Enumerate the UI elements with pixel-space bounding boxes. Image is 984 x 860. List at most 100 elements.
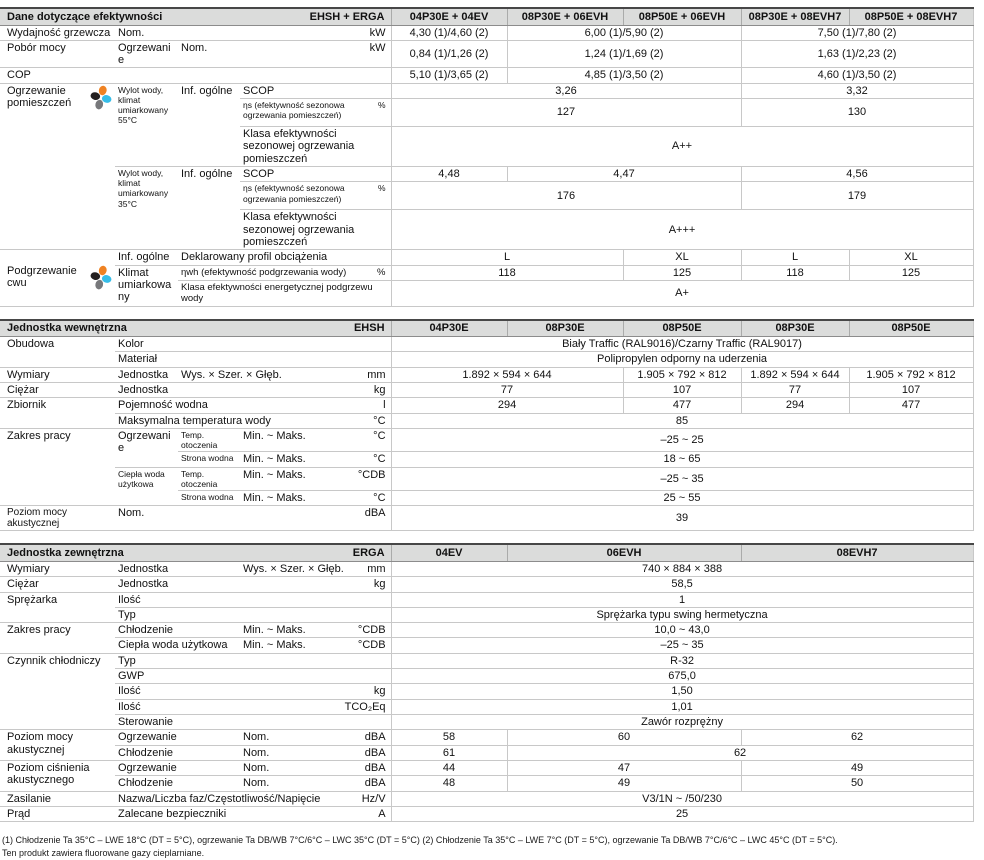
sub-label: Klimat umiarkowany	[115, 265, 178, 307]
sub-label: Nom.	[115, 25, 240, 41]
row-label: Poziom ciśnienia akustycznego	[0, 760, 115, 792]
unit-label: %	[377, 266, 386, 278]
column-header: 08EVH7	[740, 543, 974, 562]
spec-value: 740 × 884 × 388	[390, 561, 974, 578]
sub-label: Temp. otoczenia	[178, 428, 240, 453]
unit-label: dBA	[364, 777, 386, 790]
spec-label: Klasa efektywności energetycznej podgrze…	[178, 280, 391, 307]
spec-value: 49	[506, 775, 742, 792]
row-label: Wymiary	[0, 367, 115, 384]
sub-label: Sterowanie	[115, 714, 392, 731]
section-title: Dane dotyczące efektywności	[7, 10, 163, 23]
spec-value: 4,60 (1)/3,50 (2)	[740, 67, 973, 84]
spec-value: 127	[390, 98, 741, 128]
spec-label: Klasa efektywności sezonowej ogrzewania …	[240, 209, 391, 251]
spec-value: 47	[506, 760, 742, 777]
spec-label: ηwh (efektywność podgrzewania wody)%	[178, 265, 391, 281]
sub-label: Materiał	[115, 351, 392, 368]
column-header: 04P30E	[390, 318, 508, 338]
spec-label: SCOP	[240, 166, 391, 183]
spec-value: 477	[622, 397, 742, 414]
spec-value: –25 ~ 25	[390, 428, 974, 453]
row-label: Obudowa	[0, 336, 115, 368]
spec-value: 118	[740, 265, 849, 281]
spec-value: 125	[848, 265, 973, 281]
sub-label: Ogrzewanie	[115, 428, 178, 468]
spec-label: Min. ~ Maks. °C	[240, 428, 392, 453]
spec-value: R-32	[390, 653, 974, 670]
sub-label: Kolor	[115, 336, 392, 353]
spec-value: 118	[390, 265, 623, 281]
column-header: 08P50E	[848, 318, 974, 338]
sub-label: Ogrzewanie	[115, 40, 178, 69]
spec-label: Nazwa/Liczba faz/Częstotliwość/Napięcie H…	[115, 791, 392, 807]
label-text: Min. ~ Maks.	[243, 492, 306, 505]
column-header: 08P30E	[506, 318, 624, 338]
unit-label: A	[378, 807, 386, 820]
spec-value: A++	[390, 126, 973, 167]
outdoor-unit-table: Jednostka zewnętrzna ERGA 04EV 06EVH 08EVH7 W…	[0, 543, 974, 823]
spec-value: 5,10 (1)/3,65 (2)	[390, 67, 507, 84]
row-label: Ciężar	[0, 382, 115, 399]
spec-value: 25	[390, 806, 974, 823]
unit-label: kg	[373, 578, 386, 591]
sub-label: Inf. ogólne	[178, 83, 240, 168]
spec-value: 7,50 (1)/7,80 (2)	[740, 25, 973, 41]
sub-label: Ciepła woda użytkowa	[115, 637, 240, 654]
spec-label: Min. ~ Maks. °CDB	[240, 622, 392, 639]
row-label: Ogrzewanie pomieszczeń	[0, 83, 115, 251]
spec-value: 1,63 (1)/2,23 (2)	[740, 40, 973, 69]
spec-label: Ilość kg	[115, 683, 392, 700]
label-text: ηwh (efektywność podgrzewania wody)	[181, 266, 347, 278]
sub-label: Inf. ogólne	[115, 249, 178, 266]
spec-label	[115, 67, 391, 84]
sub-label: Chłodzenie	[115, 622, 240, 639]
sub-label: Chłodzenie	[115, 745, 240, 761]
label-text: ηs (efektywność sezonowa ogrzewania pomi…	[243, 100, 345, 121]
row-label: Wydajność grzewcza	[0, 25, 115, 41]
sub-label: Nom.	[178, 40, 240, 69]
label-text: Nom.	[243, 761, 270, 774]
spec-value: 58,5	[390, 576, 974, 593]
label-text: Nazwa/Liczba faz/Częstotliwość/Napięcie	[118, 792, 321, 805]
row-label: Ciężar	[0, 576, 115, 593]
spec-label: Wys. × Szer. × Głęb. mm	[178, 367, 392, 384]
sub-label: Temp. otoczenia	[178, 467, 240, 492]
column-header: 08P30E + 06EVH	[506, 7, 623, 26]
footnote-line-2: Ten produkt zawiera fluorowane gazy ciep…	[2, 848, 205, 859]
sub-label: Strona wodna	[178, 451, 240, 468]
row-label: Zakres pracy	[0, 428, 115, 507]
unit-label: °CDB	[357, 639, 386, 652]
spec-label: Nom. dBA	[240, 760, 392, 777]
spec-value: 39	[390, 505, 974, 532]
sub-label: GWP	[115, 668, 392, 685]
spec-value: Polipropylen odporny na uderzenia	[390, 351, 974, 368]
spec-value: 130	[740, 98, 973, 128]
spec-value: 1	[390, 592, 974, 608]
unit-label: %	[377, 183, 386, 194]
row-label: Poziom mocy akustycznej	[0, 729, 115, 761]
label-text: Pojemność wodna	[118, 399, 208, 412]
label-text: Min. ~ Maks.	[243, 453, 306, 466]
spec-value: 77	[390, 382, 624, 399]
spec-value: XL	[848, 249, 973, 266]
label-text: Nom.	[243, 746, 270, 759]
label-text: Min. ~ Maks.	[243, 624, 306, 637]
column-header: 08P30E + 08EVH7	[740, 7, 849, 26]
sub-label: Wylot wody, klimat umiarkowany 35°C	[115, 166, 178, 251]
column-header: 08P50E	[622, 318, 742, 338]
unit-label: °C	[373, 453, 386, 466]
label-text: Nom.	[243, 731, 270, 744]
label-text: Ilość	[118, 700, 141, 713]
spec-value: 179	[740, 181, 973, 211]
spec-value: 294	[740, 397, 850, 414]
row-label: Zakres pracy	[0, 622, 115, 654]
spec-value: 44	[390, 760, 508, 777]
unit-label: %	[377, 100, 386, 111]
spec-value: 477	[848, 397, 974, 414]
label-text: Wys. × Szer. × Głęb.	[243, 562, 344, 575]
model-series: ERGA	[352, 547, 385, 559]
spec-value: 62	[740, 729, 974, 746]
spec-label: kW	[240, 40, 391, 69]
row-label: Czynnik chłodniczy	[0, 653, 115, 731]
